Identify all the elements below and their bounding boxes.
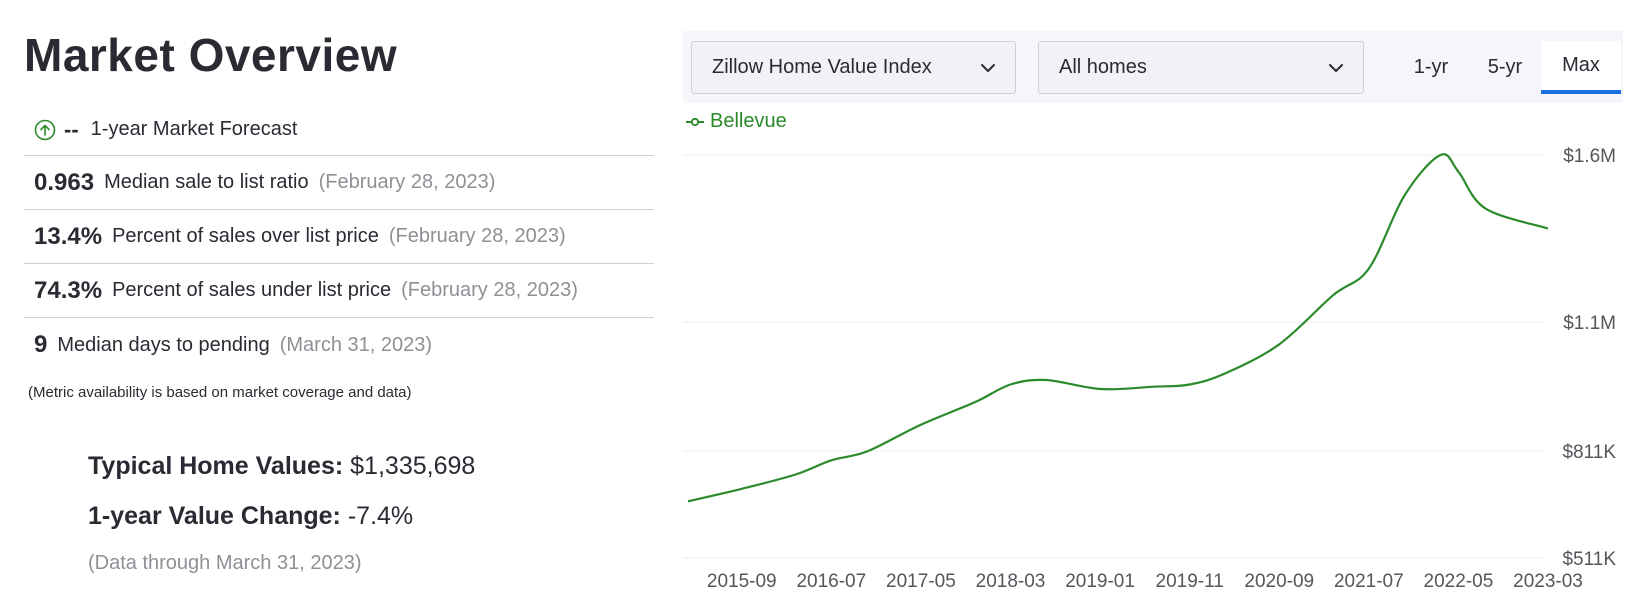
metric-label: Percent of sales over list price <box>112 225 379 247</box>
metric-date: (March 31, 2023) <box>279 333 433 356</box>
forecast-label: 1-year Market Forecast <box>90 118 298 140</box>
metric-value: 9 <box>34 331 48 358</box>
arrow-up-circle-icon <box>34 119 56 140</box>
metric-row: 9 Median days to pending (March 31, 2023… <box>24 318 654 372</box>
range-1yr-button[interactable]: 1-yr <box>1413 56 1449 78</box>
legend-line-marker-icon <box>686 117 704 126</box>
metric-row: 0.963 Median sale to list ratio (Februar… <box>24 156 654 210</box>
home-value-summary: Typical Home Values: $1,335,698 1-year V… <box>88 452 475 575</box>
home-type-select[interactable]: All homes <box>1038 41 1364 94</box>
chevron-down-icon <box>981 64 995 72</box>
y-tick-label: $1.1M <box>1563 313 1616 334</box>
index-select-value: Zillow Home Value Index <box>712 56 932 78</box>
typical-home-value-amount: $1,335,698 <box>350 452 476 480</box>
chevron-down-icon <box>1329 64 1343 72</box>
metric-label: Median sale to list ratio <box>104 171 309 193</box>
x-tick-label: 2023-03 <box>1513 571 1583 592</box>
metric-date: (February 28, 2023) <box>401 279 578 301</box>
data-through-note: (Data through March 31, 2023) <box>88 552 362 574</box>
x-tick-label: 2020-09 <box>1244 571 1314 592</box>
metric-value: 13.4% <box>34 222 103 250</box>
y-tick-label: $811K <box>1562 442 1616 463</box>
one-year-value-change: 1-year Value Change: -7.4% <box>88 502 475 530</box>
metric-label: Percent of sales under list price <box>112 279 392 301</box>
home-value-chart: $511K $811K $1.1M $1.6M 2015-09 2016-07 2017-0… <box>683 146 1616 592</box>
metrics-list: -- 1-year Market Forecast 0.963 Median s… <box>24 104 654 372</box>
y-tick-label: $511K <box>1562 549 1616 570</box>
home-type-select-value: All homes <box>1059 56 1147 78</box>
metric-availability-note: (Metric availability is based on market … <box>28 384 412 401</box>
chart-legend: Bellevue <box>686 110 787 133</box>
legend-label: Bellevue <box>710 110 787 132</box>
metric-date: (February 28, 2023) <box>388 225 566 247</box>
forecast-value: -- <box>64 116 79 142</box>
page-title: Market Overview <box>24 29 398 81</box>
metric-row: 74.3% Percent of sales under list price … <box>24 264 654 318</box>
metric-date: (February 28, 2023) <box>318 171 496 193</box>
x-tick-label: 2022-05 <box>1424 571 1494 592</box>
typical-home-value: Typical Home Values: $1,335,698 <box>88 452 475 480</box>
x-tick-label: 2019-01 <box>1065 571 1135 592</box>
x-tick-label: 2019-11 <box>1156 571 1224 592</box>
metric-label: Median days to pending <box>57 333 270 356</box>
x-tick-label: 2018-03 <box>976 571 1046 592</box>
range-max-button[interactable]: Max <box>1541 41 1621 94</box>
metric-row: 13.4% Percent of sales over list price (… <box>24 210 654 264</box>
metric-value: 74.3% <box>34 276 103 304</box>
range-5yr-button[interactable]: 5-yr <box>1487 56 1523 78</box>
x-tick-label: 2015-09 <box>707 571 777 592</box>
series-line-bellevue <box>687 153 1549 503</box>
index-select[interactable]: Zillow Home Value Index <box>691 41 1016 94</box>
y-tick-label: $1.6M <box>1563 146 1616 167</box>
typical-home-value-label: Typical Home Values: <box>88 452 344 480</box>
x-tick-label: 2017-05 <box>886 571 956 592</box>
value-change-label: 1-year Value Change: <box>88 502 341 530</box>
x-tick-label: 2021-07 <box>1334 571 1404 592</box>
chart-controls: Zillow Home Value Index All homes 1-yr 5… <box>683 31 1623 103</box>
forecast-row: -- 1-year Market Forecast <box>24 104 654 156</box>
metric-value: 0.963 <box>34 168 95 196</box>
value-change-amount: -7.4% <box>347 502 414 530</box>
x-tick-label: 2016-07 <box>796 571 866 592</box>
